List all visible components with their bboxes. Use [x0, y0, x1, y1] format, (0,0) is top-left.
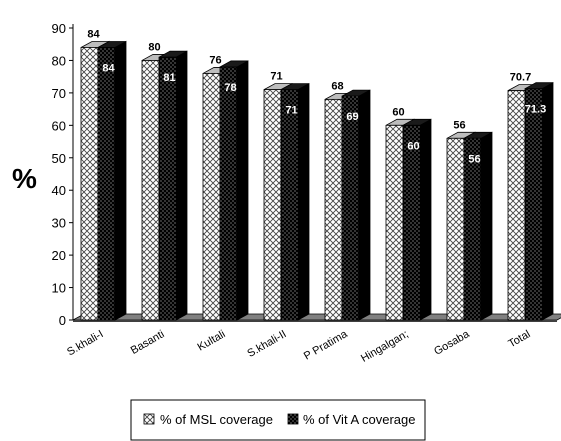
data-label-vit-a: 69: [346, 111, 358, 123]
x-category-label: Total: [506, 328, 532, 350]
data-label-msl: 84: [87, 28, 100, 40]
data-label-msl: 60: [392, 106, 404, 118]
y-axis-label: %: [12, 163, 37, 194]
data-label-msl: 70.7: [510, 72, 531, 84]
bar-vit-a-coverage: [158, 50, 188, 321]
x-category-label: Basanti: [129, 328, 167, 357]
data-label-vit-a: 81: [163, 72, 175, 84]
data-label-msl: 56: [453, 119, 465, 131]
y-tick-label: 40: [52, 183, 66, 198]
x-category-label: S.khali-I: [65, 328, 105, 358]
data-label-vit-a: 60: [407, 140, 419, 152]
legend-swatch-vit-a: [287, 413, 299, 425]
floor-edge: [73, 320, 557, 322]
bar-vit-a-coverage: [524, 81, 554, 321]
legend: % of MSL coverage % of Vit A coverage: [130, 399, 426, 441]
bar-vit-a-coverage: [402, 118, 432, 321]
legend-box: [130, 399, 426, 441]
bar-vit-a-coverage: [280, 82, 310, 321]
y-tick-label: 60: [52, 118, 66, 133]
y-tick-label: 30: [52, 216, 66, 231]
data-label-vit-a: 71: [285, 105, 297, 117]
data-label-msl: 76: [209, 54, 221, 66]
data-label-msl: 80: [148, 41, 160, 53]
data-label-vit-a: 56: [468, 153, 480, 165]
x-category-label: Gosaba: [432, 328, 472, 358]
bar-vit-a-coverage: [341, 89, 371, 321]
y-tick-label: 70: [52, 86, 66, 101]
y-tick-label: 80: [52, 53, 66, 68]
x-category-label: Kultali: [196, 328, 228, 353]
bars-layer: [80, 40, 554, 321]
data-label-vit-a: 71.3: [525, 104, 546, 116]
data-label-msl: 71: [270, 71, 282, 83]
legend-label-vit-a: % of Vit A coverage: [303, 412, 416, 427]
x-category-label: S.khali-II: [245, 328, 288, 360]
y-tick-label: 0: [59, 313, 66, 328]
data-label-msl: 68: [331, 80, 343, 92]
category-labels-layer: S.khali-I Basanti Kultali S.khali-II P Prati…: [65, 328, 532, 365]
data-labels-layer: 84 84 80 81 76 78 71 71 68 69 60 60 56 56 70.7 71.3: [87, 28, 546, 165]
legend-swatch-msl: [143, 413, 155, 425]
y-tick-label: 20: [52, 248, 66, 263]
bar-vit-a-coverage: [97, 40, 127, 321]
y-tick-label: 50: [52, 151, 66, 166]
y-tick-label: 90: [52, 21, 66, 36]
data-label-vit-a: 84: [102, 62, 115, 74]
axis-layer: 0 10 20 30 40 50 60 70 80 90: [52, 21, 74, 328]
legend-label-msl: % of MSL coverage: [160, 412, 273, 427]
x-category-label: P Pratima: [302, 328, 350, 363]
data-label-vit-a: 78: [224, 82, 236, 94]
y-tick-label: 10: [52, 281, 66, 296]
bar-vit-a-coverage: [219, 60, 249, 321]
x-category-label: Hingalgan;: [359, 328, 411, 365]
bar-vit-a-coverage: [463, 131, 493, 321]
